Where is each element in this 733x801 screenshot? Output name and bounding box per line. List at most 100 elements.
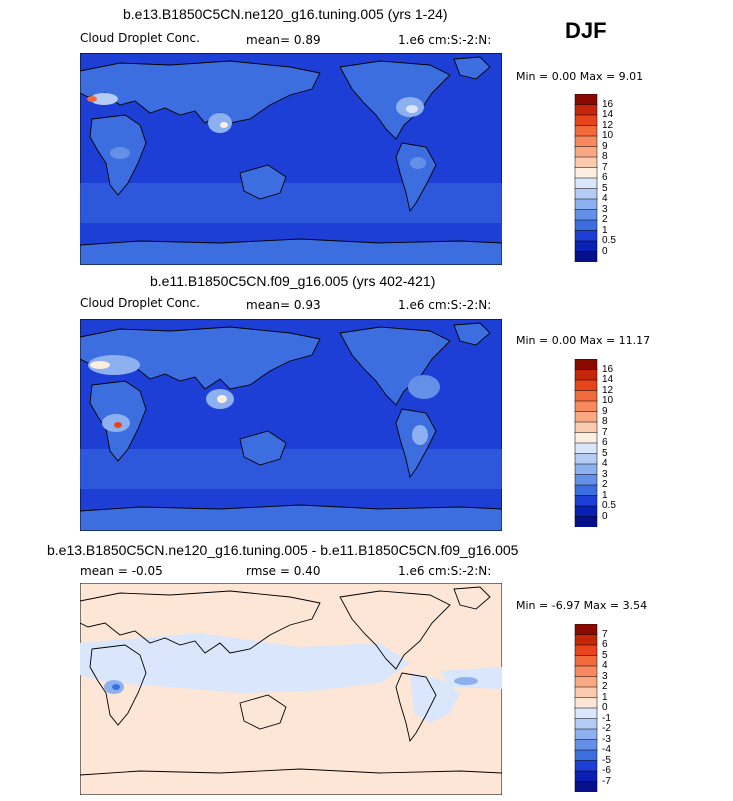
panel3-units: 1.e6 cm:S:-2:N: bbox=[398, 564, 492, 578]
panel2-minmax: Min = 0.00 Max = 11.17 bbox=[516, 334, 651, 347]
colorbar-tick-label: 14 bbox=[602, 109, 614, 120]
colorbar-tick-label: 2 bbox=[602, 681, 608, 692]
colorbar-tick-label: 3 bbox=[602, 203, 608, 215]
colorbar-tick-label: 6 bbox=[602, 172, 608, 183]
colorbar-tick-label: 2 bbox=[602, 479, 608, 490]
colorbar-swatch bbox=[574, 94, 598, 106]
colorbar-tick-label: 6 bbox=[602, 639, 608, 650]
panel3-minmax: Min = -6.97 Max = 3.54 bbox=[516, 599, 648, 612]
colorbar-swatch bbox=[574, 516, 598, 527]
colorbar-swatch bbox=[574, 114, 598, 127]
colorbar-swatch bbox=[574, 156, 598, 169]
colorbar-tick-label: 8 bbox=[602, 416, 608, 427]
colorbar-swatch bbox=[574, 135, 598, 148]
panel3-mean: mean = -0.05 bbox=[80, 564, 163, 578]
colorbar-tick-label: 14 bbox=[602, 374, 614, 385]
colorbar-tick-label: 1 bbox=[602, 224, 608, 236]
colorbar-tick-label: 0.5 bbox=[602, 235, 616, 246]
colorbar-swatch bbox=[574, 676, 598, 688]
colorbar-tick-label: -4 bbox=[602, 744, 611, 755]
colorbar-swatch bbox=[574, 219, 598, 232]
colorbar-swatch bbox=[574, 505, 598, 518]
colorbar-tick-label: 7 bbox=[602, 628, 608, 640]
season-label: DJF bbox=[565, 18, 607, 43]
colorbar-swatch bbox=[574, 463, 598, 476]
colorbar-tick-label: 8 bbox=[602, 151, 608, 162]
panel1-map bbox=[80, 53, 502, 265]
colorbar-swatch bbox=[574, 665, 598, 678]
colorbar-swatch bbox=[574, 739, 598, 751]
colorbar-swatch bbox=[574, 718, 598, 730]
colorbar-tick-label: -7 bbox=[602, 775, 611, 787]
colorbar-swatch bbox=[574, 240, 598, 253]
colorbar-tick-label: 3 bbox=[602, 468, 608, 480]
colorbar-swatch bbox=[574, 707, 598, 720]
panel2-title: b.e11.B1850C5CN.f09_g16.005 (yrs 402-421… bbox=[150, 273, 436, 289]
colorbar-tick-label: 12 bbox=[602, 384, 614, 396]
colorbar-tick-label: 9 bbox=[602, 140, 608, 152]
panel1-units: 1.e6 cm:S:-2:N: bbox=[398, 33, 492, 47]
colorbar-tick-label: 2 bbox=[602, 214, 608, 225]
colorbar-tick-label: 5 bbox=[602, 447, 608, 459]
colorbar-tick-label: 5 bbox=[602, 182, 608, 194]
panel3-title: b.e13.B1850C5CN.ne120_g16.tuning.005 - b… bbox=[47, 542, 519, 558]
colorbar-tick-label: 10 bbox=[602, 395, 614, 406]
colorbar-tick-label: -2 bbox=[602, 723, 611, 734]
colorbar-swatch bbox=[574, 125, 598, 137]
colorbar-tick-label: 1 bbox=[602, 489, 608, 501]
colorbar-tick-label: 12 bbox=[602, 119, 614, 131]
colorbar-swatch bbox=[574, 359, 598, 371]
colorbar-tick-label: 1 bbox=[602, 691, 608, 703]
colorbar-swatch bbox=[574, 369, 598, 381]
colorbar-tick-label: 4 bbox=[602, 660, 608, 671]
panel1-minmax: Min = 0.00 Max = 9.01 bbox=[516, 70, 644, 83]
colorbar-swatch bbox=[574, 390, 598, 402]
colorbar-swatch bbox=[574, 198, 598, 211]
colorbar-tick-label: 10 bbox=[602, 130, 614, 141]
colorbar-swatch bbox=[574, 781, 598, 792]
colorbar-tick-label: 4 bbox=[602, 458, 608, 469]
panel2-map bbox=[80, 319, 502, 531]
colorbar-tick-label: 16 bbox=[602, 363, 614, 375]
colorbar-tick-label: -6 bbox=[602, 765, 611, 776]
colorbar-swatch bbox=[574, 453, 598, 465]
colorbar-tick-label: -1 bbox=[602, 712, 611, 724]
panel1-title: b.e13.B1850C5CN.ne120_g16.tuning.005 (yr… bbox=[123, 6, 448, 22]
colorbar-tick-label: 0 bbox=[602, 510, 608, 522]
colorbar-swatch bbox=[574, 400, 598, 413]
colorbar-swatch bbox=[574, 251, 598, 262]
colorbar-tick-label: 16 bbox=[602, 98, 614, 110]
colorbar-swatch bbox=[574, 167, 598, 179]
colorbar-swatch bbox=[574, 697, 598, 709]
colorbar-tick-label: 4 bbox=[602, 193, 608, 204]
panel2-mean: mean= 0.93 bbox=[246, 298, 321, 312]
panel2-colorbar bbox=[574, 359, 598, 527]
colorbar-swatch bbox=[574, 655, 598, 667]
colorbar-swatch bbox=[574, 379, 598, 392]
colorbar-tick-label: -5 bbox=[602, 754, 611, 766]
colorbar-swatch bbox=[574, 624, 598, 636]
panel3-rmse: rmse = 0.40 bbox=[246, 564, 321, 578]
colorbar-tick-label: 7 bbox=[602, 161, 608, 173]
colorbar-tick-label: 5 bbox=[602, 649, 608, 661]
colorbar-swatch bbox=[574, 177, 598, 190]
colorbar-tick-label: 6 bbox=[602, 437, 608, 448]
panel1-mean: mean= 0.89 bbox=[246, 33, 321, 47]
panel1-colorbar bbox=[574, 94, 598, 262]
colorbar-tick-label: 0.5 bbox=[602, 500, 616, 511]
colorbar-swatch bbox=[574, 230, 598, 242]
colorbar-tick-label: 3 bbox=[602, 670, 608, 682]
colorbar-swatch bbox=[574, 749, 598, 762]
colorbar-swatch bbox=[574, 495, 598, 507]
colorbar-swatch bbox=[574, 432, 598, 444]
colorbar-swatch bbox=[574, 146, 598, 158]
colorbar-swatch bbox=[574, 474, 598, 486]
panel3-map bbox=[80, 583, 502, 795]
colorbar-swatch bbox=[574, 760, 598, 772]
colorbar-swatch bbox=[574, 686, 598, 699]
panel2-units: 1.e6 cm:S:-2:N: bbox=[398, 298, 492, 312]
colorbar-swatch bbox=[574, 209, 598, 221]
panel1-variable-label: Cloud Droplet Conc. bbox=[80, 31, 200, 45]
colorbar-swatch bbox=[574, 421, 598, 434]
colorbar-tick-label: -3 bbox=[602, 733, 611, 745]
